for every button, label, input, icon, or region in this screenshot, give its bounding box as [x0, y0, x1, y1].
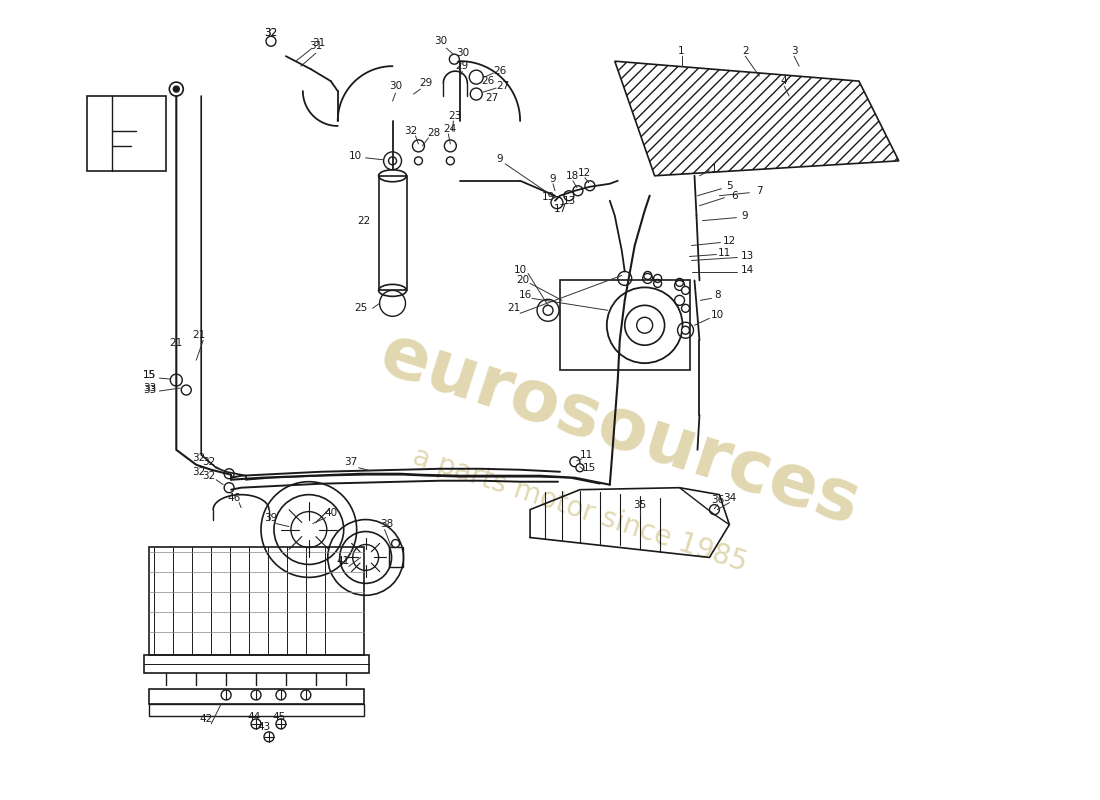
Text: 30: 30 — [455, 48, 469, 58]
Circle shape — [576, 464, 584, 472]
Text: 46: 46 — [228, 493, 241, 502]
Circle shape — [543, 306, 553, 315]
Text: 15: 15 — [143, 370, 156, 380]
Text: 43: 43 — [257, 722, 271, 732]
Text: 25: 25 — [354, 303, 367, 314]
Text: eurosources: eurosources — [371, 320, 868, 540]
Text: 27: 27 — [496, 81, 509, 91]
Bar — [144, 655, 368, 673]
Bar — [150, 704, 364, 716]
Text: 18: 18 — [566, 170, 580, 181]
Text: 6: 6 — [732, 190, 738, 201]
Text: 11: 11 — [580, 450, 594, 460]
Text: 26: 26 — [482, 76, 495, 86]
Text: 35: 35 — [634, 500, 647, 510]
Text: 38: 38 — [379, 518, 393, 529]
Text: 3: 3 — [791, 46, 798, 56]
Text: 26: 26 — [494, 66, 507, 76]
Text: 19: 19 — [541, 192, 554, 202]
Text: 10: 10 — [514, 266, 527, 275]
Text: 15: 15 — [583, 462, 596, 473]
Bar — [378, 176, 407, 290]
Bar — [560, 281, 690, 370]
Text: 15: 15 — [143, 370, 156, 380]
Text: 9: 9 — [497, 154, 504, 164]
Text: 16: 16 — [518, 290, 531, 300]
Text: 31: 31 — [312, 38, 326, 48]
Text: 33: 33 — [143, 385, 156, 395]
Text: 39: 39 — [264, 513, 277, 522]
Text: 9: 9 — [741, 210, 748, 221]
Text: 40: 40 — [324, 508, 338, 518]
Text: 5: 5 — [726, 181, 733, 190]
Text: a parts motor since 1985: a parts motor since 1985 — [409, 442, 750, 577]
Text: 8: 8 — [714, 290, 720, 300]
Text: 30: 30 — [433, 36, 447, 46]
Bar — [150, 689, 364, 704]
Text: 45: 45 — [273, 712, 286, 722]
Text: 1: 1 — [711, 164, 717, 174]
Text: 14: 14 — [740, 266, 754, 275]
Text: 13: 13 — [563, 196, 576, 206]
Text: 28: 28 — [427, 128, 440, 138]
Text: 32: 32 — [264, 28, 277, 38]
Text: 32: 32 — [404, 126, 417, 136]
Circle shape — [388, 157, 396, 165]
Text: 12: 12 — [579, 168, 592, 178]
Text: 9: 9 — [550, 174, 557, 184]
Text: 7: 7 — [756, 186, 762, 196]
Text: 13: 13 — [740, 250, 754, 261]
Text: 27: 27 — [485, 93, 498, 103]
Circle shape — [682, 286, 690, 294]
Text: 32: 32 — [264, 28, 277, 38]
Text: 44: 44 — [248, 712, 261, 722]
Text: 36: 36 — [711, 494, 724, 505]
Bar — [150, 547, 364, 655]
Text: 24: 24 — [443, 124, 456, 134]
Bar — [87, 96, 166, 170]
Text: 23: 23 — [449, 111, 462, 121]
Text: 11: 11 — [718, 247, 732, 258]
Text: 29: 29 — [419, 78, 432, 88]
Text: 21: 21 — [507, 303, 520, 314]
Text: 31: 31 — [309, 42, 322, 51]
Text: 20: 20 — [517, 275, 530, 286]
Text: 32: 32 — [192, 453, 206, 462]
Text: 34: 34 — [723, 493, 736, 502]
Text: 10: 10 — [349, 151, 362, 161]
Text: 21: 21 — [169, 338, 183, 348]
Text: 41: 41 — [337, 557, 350, 566]
Text: 30: 30 — [389, 81, 403, 91]
Text: 29: 29 — [455, 61, 469, 71]
Text: 32: 32 — [202, 457, 216, 466]
Text: 37: 37 — [344, 457, 358, 466]
Text: 17: 17 — [553, 204, 566, 214]
Circle shape — [182, 385, 191, 395]
Text: 22: 22 — [358, 216, 371, 226]
Bar — [388, 547, 403, 567]
Text: 32: 32 — [192, 466, 206, 477]
Circle shape — [682, 326, 690, 334]
Text: 1: 1 — [679, 46, 685, 56]
Text: 10: 10 — [711, 310, 724, 320]
Text: 4: 4 — [781, 76, 788, 86]
Text: 42: 42 — [199, 714, 212, 724]
Text: 32: 32 — [202, 470, 216, 481]
Text: 2: 2 — [742, 46, 749, 56]
Text: 33: 33 — [143, 383, 156, 393]
Circle shape — [174, 86, 179, 92]
Circle shape — [682, 304, 690, 312]
Text: 12: 12 — [723, 235, 736, 246]
Circle shape — [637, 318, 652, 334]
Text: 21: 21 — [192, 330, 206, 340]
